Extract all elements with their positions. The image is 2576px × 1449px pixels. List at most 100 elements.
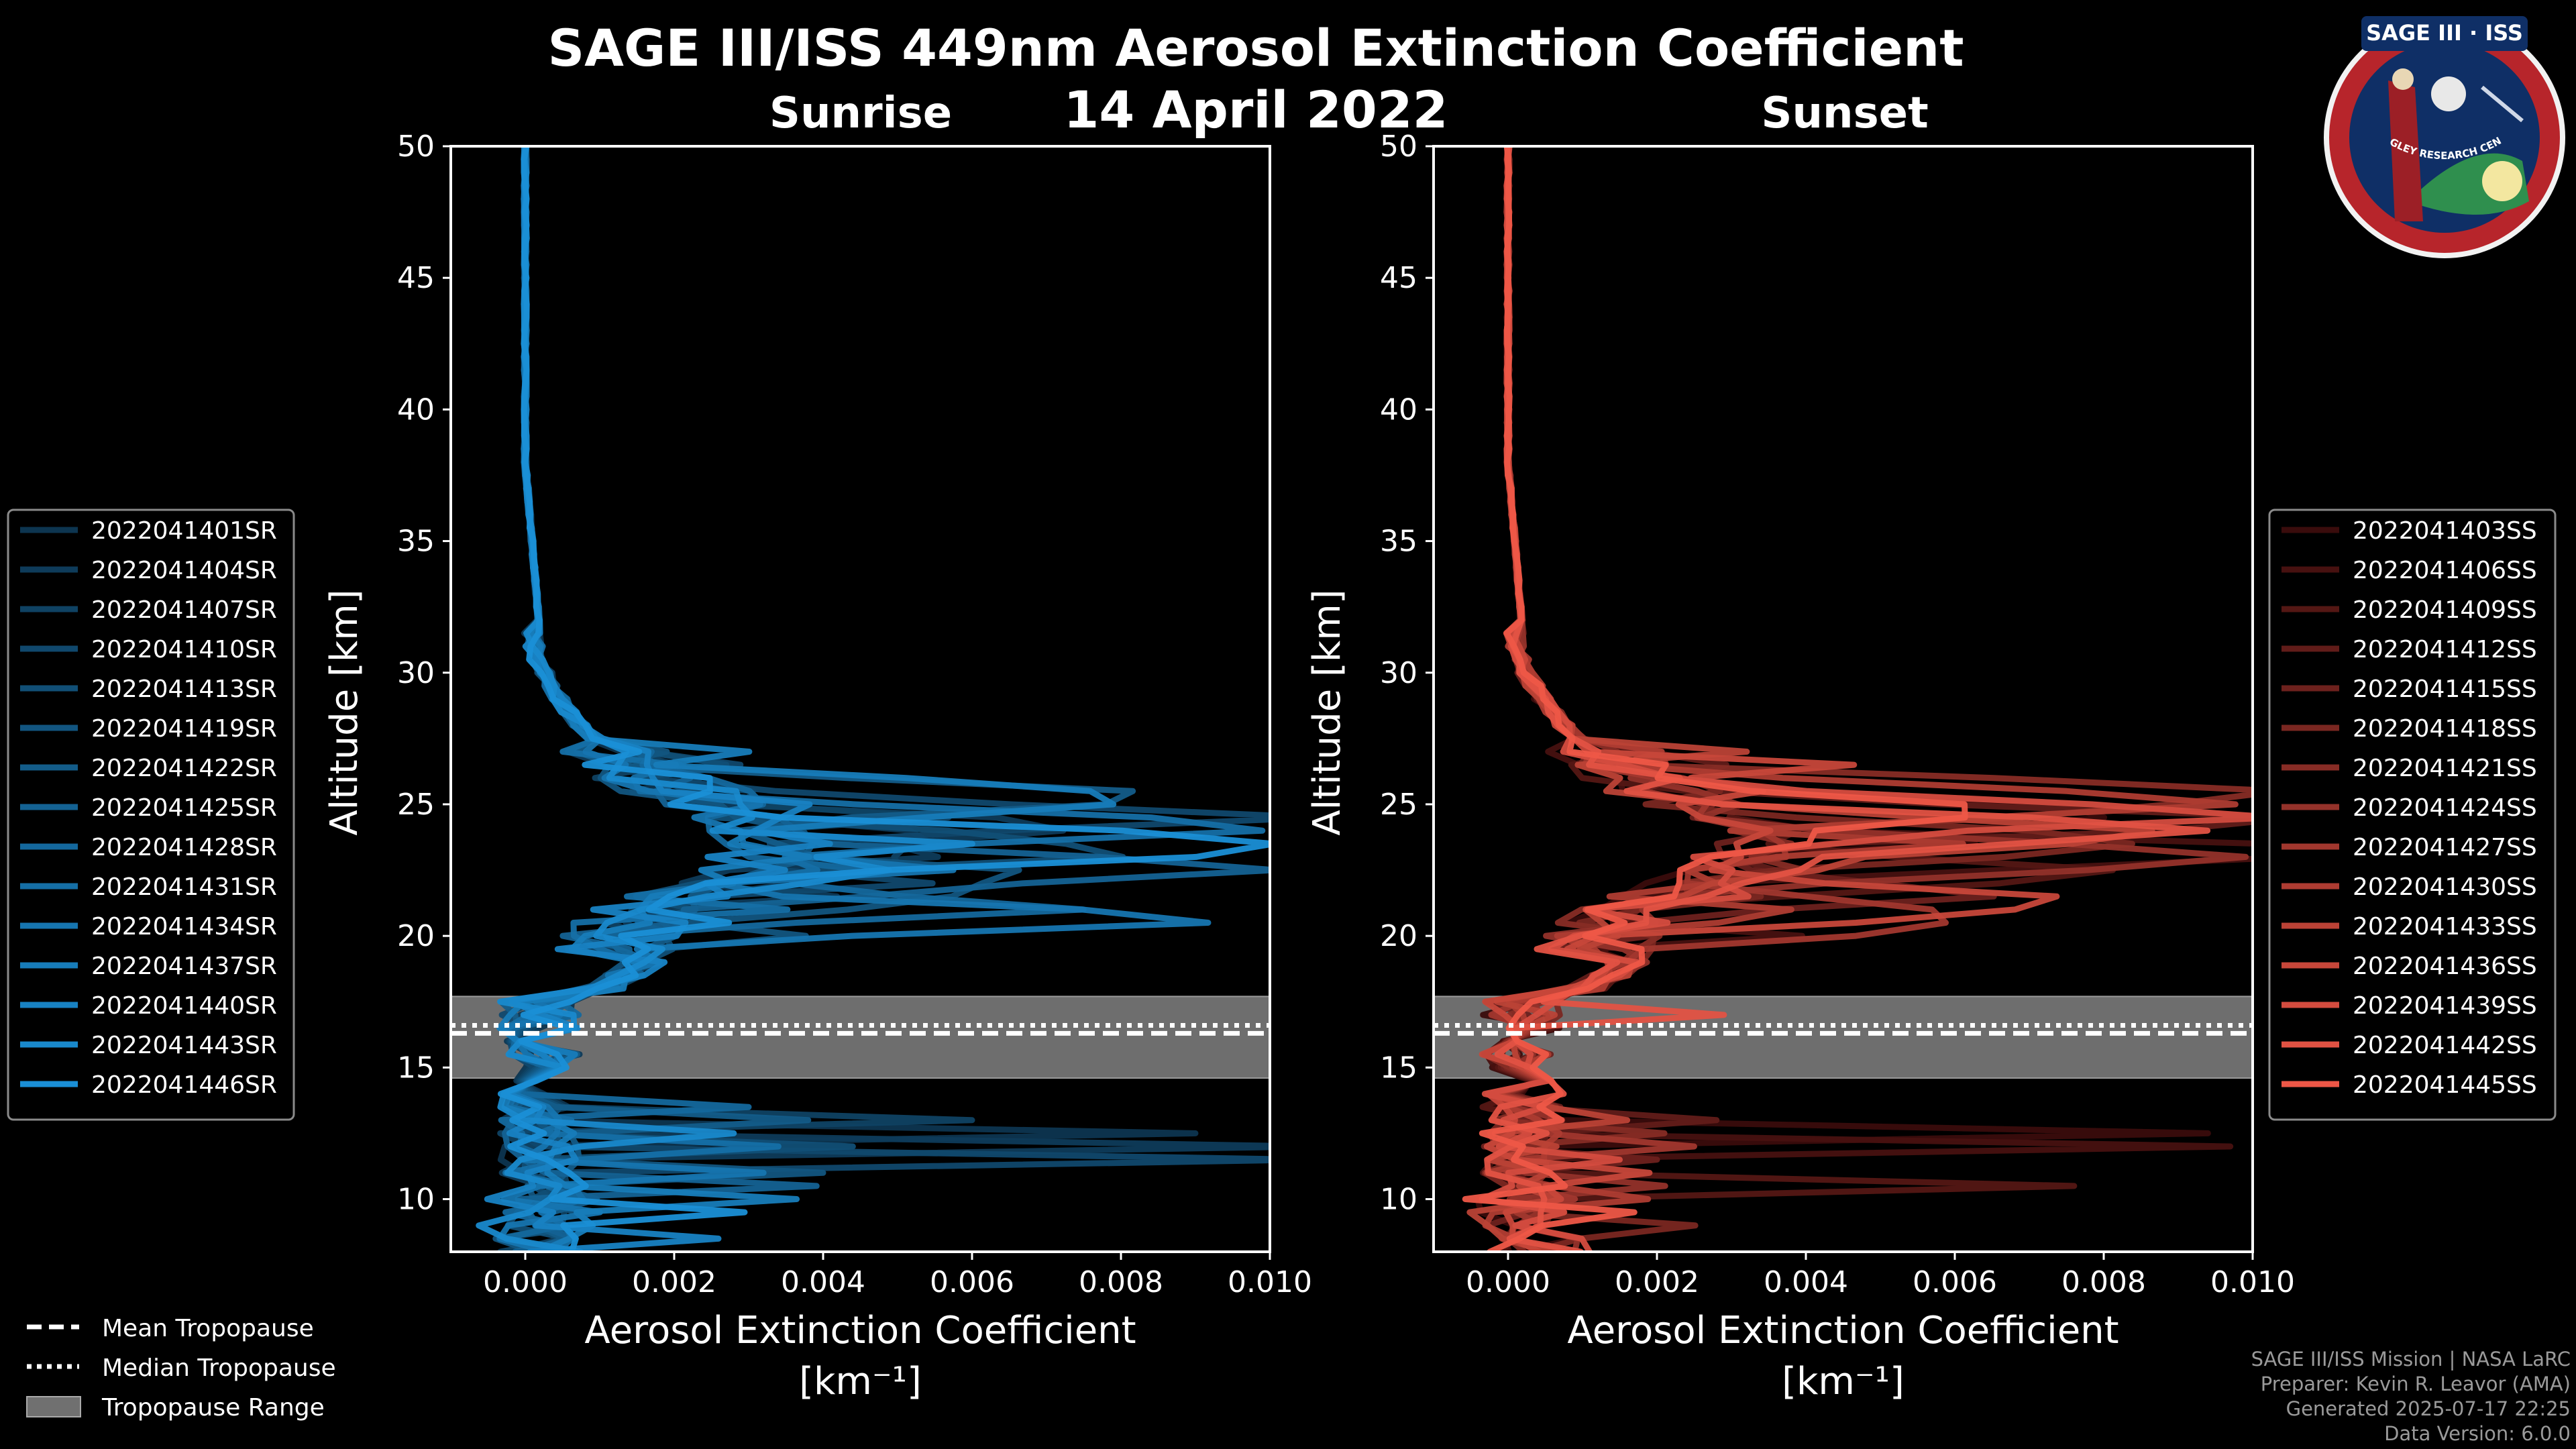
y-axis-label: Altitude [km] xyxy=(1305,589,1349,835)
x-tick-label: 0.000 xyxy=(483,1265,568,1299)
profile-lines xyxy=(476,146,1270,1252)
legend-entry: 2022041445SS xyxy=(2353,1071,2537,1099)
x-tick-label: 0.006 xyxy=(1913,1265,1997,1299)
tropopause-range-label: Tropopause Range xyxy=(101,1394,325,1421)
credit-mission: SAGE III/ISS Mission | NASA LaRC xyxy=(2251,1348,2571,1371)
legend-entry: 2022041437SR xyxy=(91,953,277,980)
legend-entry: 2022041415SS xyxy=(2353,676,2537,703)
profile-line-2022041440SR xyxy=(484,146,833,1252)
legend-entry: 2022041439SS xyxy=(2353,992,2537,1020)
credit-data-version: Data Version: 6.0.0 xyxy=(2384,1422,2571,1445)
legend-entry: 2022041409SS xyxy=(2353,596,2537,624)
legend-entry: 2022041401SR xyxy=(91,517,277,545)
legend-entry: 2022041424SS xyxy=(2353,794,2537,822)
figure-title: SAGE III/ISS 449nm Aerosol Extinction Co… xyxy=(547,18,1964,78)
legend-entry: 2022041406SS xyxy=(2353,557,2537,584)
profile-line-2022041401SR xyxy=(497,146,1199,1252)
legend-entry: 2022041403SS xyxy=(2353,517,2537,545)
logo-moon-icon xyxy=(2431,76,2466,111)
profile-line-2022041436SS xyxy=(1479,146,2060,1252)
x-tick-label: 0.002 xyxy=(632,1265,716,1299)
legend-entry: 2022041404SR xyxy=(91,557,277,584)
profile-line-2022041418SS xyxy=(1481,146,2135,1252)
credit-generated: Generated 2025-07-17 22:25 xyxy=(2286,1397,2571,1420)
mean-tropopause-label: Mean Tropopause xyxy=(102,1315,314,1342)
logo-figure-head xyxy=(2392,68,2414,90)
legend-entry: 2022041421SS xyxy=(2353,755,2537,782)
profile-line-2022041413SR xyxy=(504,146,1126,1252)
logo-banner xyxy=(2361,16,2528,51)
profile-line-2022041434SR xyxy=(496,146,1212,1252)
logo-title: SAGE III · ISS xyxy=(2366,20,2523,46)
tropopause-range-band xyxy=(450,996,1271,1079)
legend-entry: 2022041413SR xyxy=(91,676,277,703)
sunrise-panel: 0.000 0.002 0.004 0.006 0.008 0.010 10 15 20 25 30… xyxy=(323,129,1312,1403)
profile-lines xyxy=(1462,146,2253,1252)
logo-sun-icon xyxy=(2482,161,2522,201)
x-tick-label: 0.004 xyxy=(781,1265,865,1299)
profile-line-2022041407SR xyxy=(497,146,975,1252)
legend-entry: 2022041440SR xyxy=(91,992,277,1020)
figure-date: 14 April 2022 xyxy=(1063,80,1448,140)
tropopause-range-swatch xyxy=(26,1396,81,1417)
profile-line-2022041415SS xyxy=(1481,146,1997,1252)
axes-frame xyxy=(449,145,1271,1253)
logo-station-icon xyxy=(2481,85,2524,123)
y-tick-label: 20 xyxy=(1380,919,1417,953)
x-tick-label: 0.010 xyxy=(2210,1265,2295,1299)
legend-entry: 2022041446SR xyxy=(91,1071,277,1099)
credit-preparer: Preparer: Kevin R. Leavor (AMA) xyxy=(2261,1373,2571,1395)
legend-entry: 2022041433SS xyxy=(2353,913,2537,941)
legend-entry: 2022041431SR xyxy=(91,873,277,901)
x-axis-label: Aerosol Extinction Coefficient xyxy=(584,1309,1136,1352)
profile-line-2022041445SS xyxy=(1462,146,1968,1252)
y-tick-label: 25 xyxy=(397,788,435,822)
profile-line-2022041442SS xyxy=(1484,146,2211,1252)
legend-entry: 2022041410SR xyxy=(91,636,277,663)
y-tick-label: 25 xyxy=(1380,788,1417,822)
x-tick-label: 0.008 xyxy=(1079,1265,1163,1299)
profile-line-2022041412SS xyxy=(1493,146,2253,1252)
y-tick-label: 15 xyxy=(397,1051,435,1085)
legend-entry: 2022041428SR xyxy=(91,834,277,861)
legend-entry: 2022041419SR xyxy=(91,715,277,743)
y-tick-label: 35 xyxy=(1380,525,1417,559)
x-tick-label: 0.004 xyxy=(1764,1265,1848,1299)
y-tick-label: 40 xyxy=(397,392,435,427)
y-tick-label: 45 xyxy=(1380,261,1417,295)
profile-line-2022041419SR xyxy=(492,146,1022,1252)
x-axis-unit: [km⁻¹] xyxy=(1782,1360,1904,1403)
tropopause-range-band xyxy=(1433,996,2253,1079)
legend-frame xyxy=(2268,508,2557,1121)
sunset-legend: 2022041403SS 2022041406SS 2022041409SS 2022… xyxy=(2268,508,2557,1121)
x-tick-label: 0.010 xyxy=(1228,1265,1312,1299)
profile-line-2022041446SR xyxy=(497,146,1270,1252)
profile-line-2022041410SR xyxy=(495,146,1270,1252)
y-tick-label: 15 xyxy=(1380,1051,1417,1085)
y-tick-label: 50 xyxy=(1380,129,1417,164)
profile-line-2022041403SS xyxy=(1474,146,2211,1252)
y-tick-label: 10 xyxy=(1380,1183,1417,1217)
x-axis-unit: [km⁻¹] xyxy=(799,1360,922,1403)
legend-entry: 2022041434SR xyxy=(91,913,277,941)
legend-entry: 2022041412SS xyxy=(2353,636,2537,663)
profile-line-2022041421SS xyxy=(1481,146,2253,1252)
profile-line-2022041437SR xyxy=(496,146,1117,1252)
profile-line-2022041424SS xyxy=(1487,146,2249,1252)
x-tick-label: 0.002 xyxy=(1615,1265,1699,1299)
axes-frame xyxy=(1432,145,2254,1253)
sunrise-legend: 2022041401SR 2022041404SR 2022041407SR 2022… xyxy=(7,508,295,1121)
y-tick-label: 50 xyxy=(397,129,435,164)
legend-entry: 2022041418SS xyxy=(2353,715,2537,743)
logo-figure-robe xyxy=(2388,80,2423,221)
legend-entry: 2022041422SR xyxy=(91,755,277,782)
legend-entry: 2022041407SR xyxy=(91,596,277,624)
y-axis-label: Altitude [km] xyxy=(323,589,366,835)
profile-line-2022041406SS xyxy=(1479,146,2253,1252)
legend-entry: 2022041430SS xyxy=(2353,873,2537,901)
profile-line-2022041422SR xyxy=(498,146,1136,1252)
x-tick-label: 0.008 xyxy=(2061,1265,2146,1299)
x-axis-label: Aerosol Extinction Coefficient xyxy=(1567,1309,2118,1352)
credits: SAGE III/ISS Mission | NASA LaRC Prepare… xyxy=(2251,1348,2571,1445)
